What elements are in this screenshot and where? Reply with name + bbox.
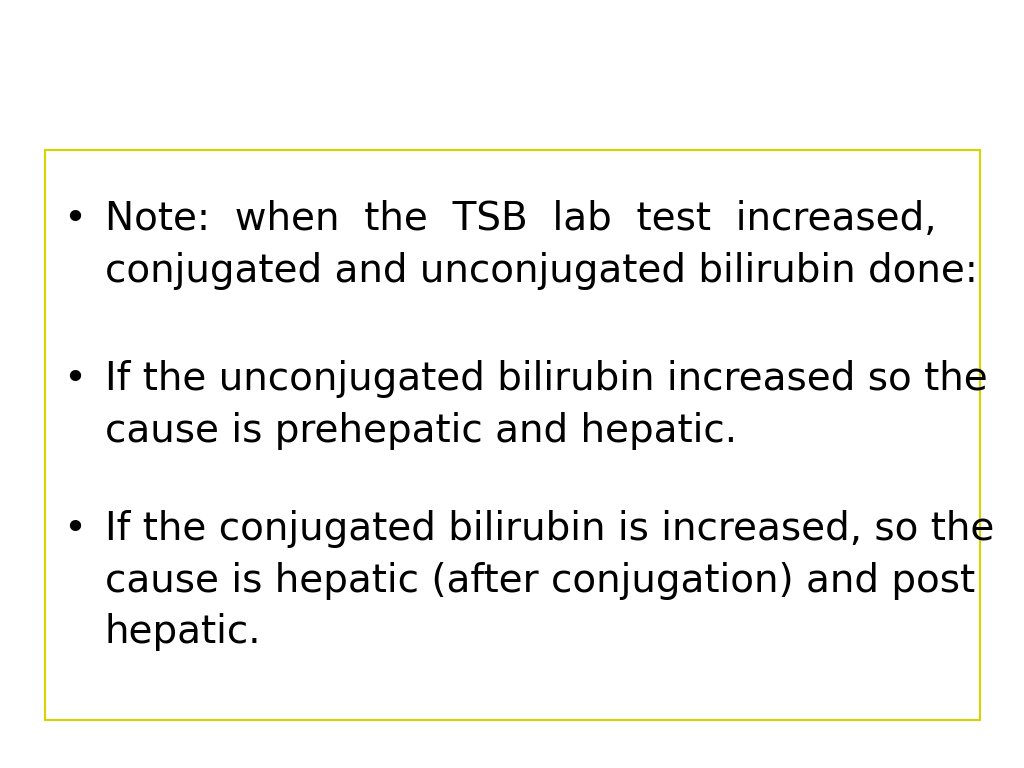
Text: •: • (63, 200, 86, 238)
Text: Note:  when  the  TSB  lab  test  increased,
conjugated and unconjugated bilirub: Note: when the TSB lab test increased, c… (105, 200, 978, 290)
Text: •: • (63, 510, 86, 548)
Text: •: • (63, 360, 86, 398)
Text: If the conjugated bilirubin is increased, so the
cause is hepatic (after conjuga: If the conjugated bilirubin is increased… (105, 510, 994, 651)
Text: If the unconjugated bilirubin increased so the
cause is prehepatic and hepatic.: If the unconjugated bilirubin increased … (105, 360, 988, 449)
Bar (45, 150, 980, 720)
